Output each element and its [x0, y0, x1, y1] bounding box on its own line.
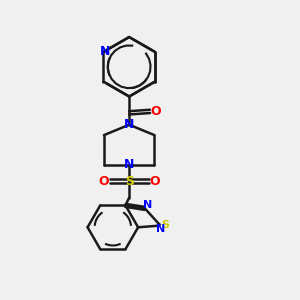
Text: S: S: [125, 175, 134, 188]
Text: N: N: [124, 158, 134, 171]
Text: N: N: [100, 45, 110, 58]
Text: N: N: [143, 200, 152, 210]
Text: N: N: [156, 224, 165, 234]
Text: S: S: [162, 220, 170, 230]
Text: O: O: [150, 105, 161, 118]
Text: N: N: [124, 118, 134, 131]
Text: O: O: [99, 175, 109, 188]
Text: O: O: [149, 175, 160, 188]
